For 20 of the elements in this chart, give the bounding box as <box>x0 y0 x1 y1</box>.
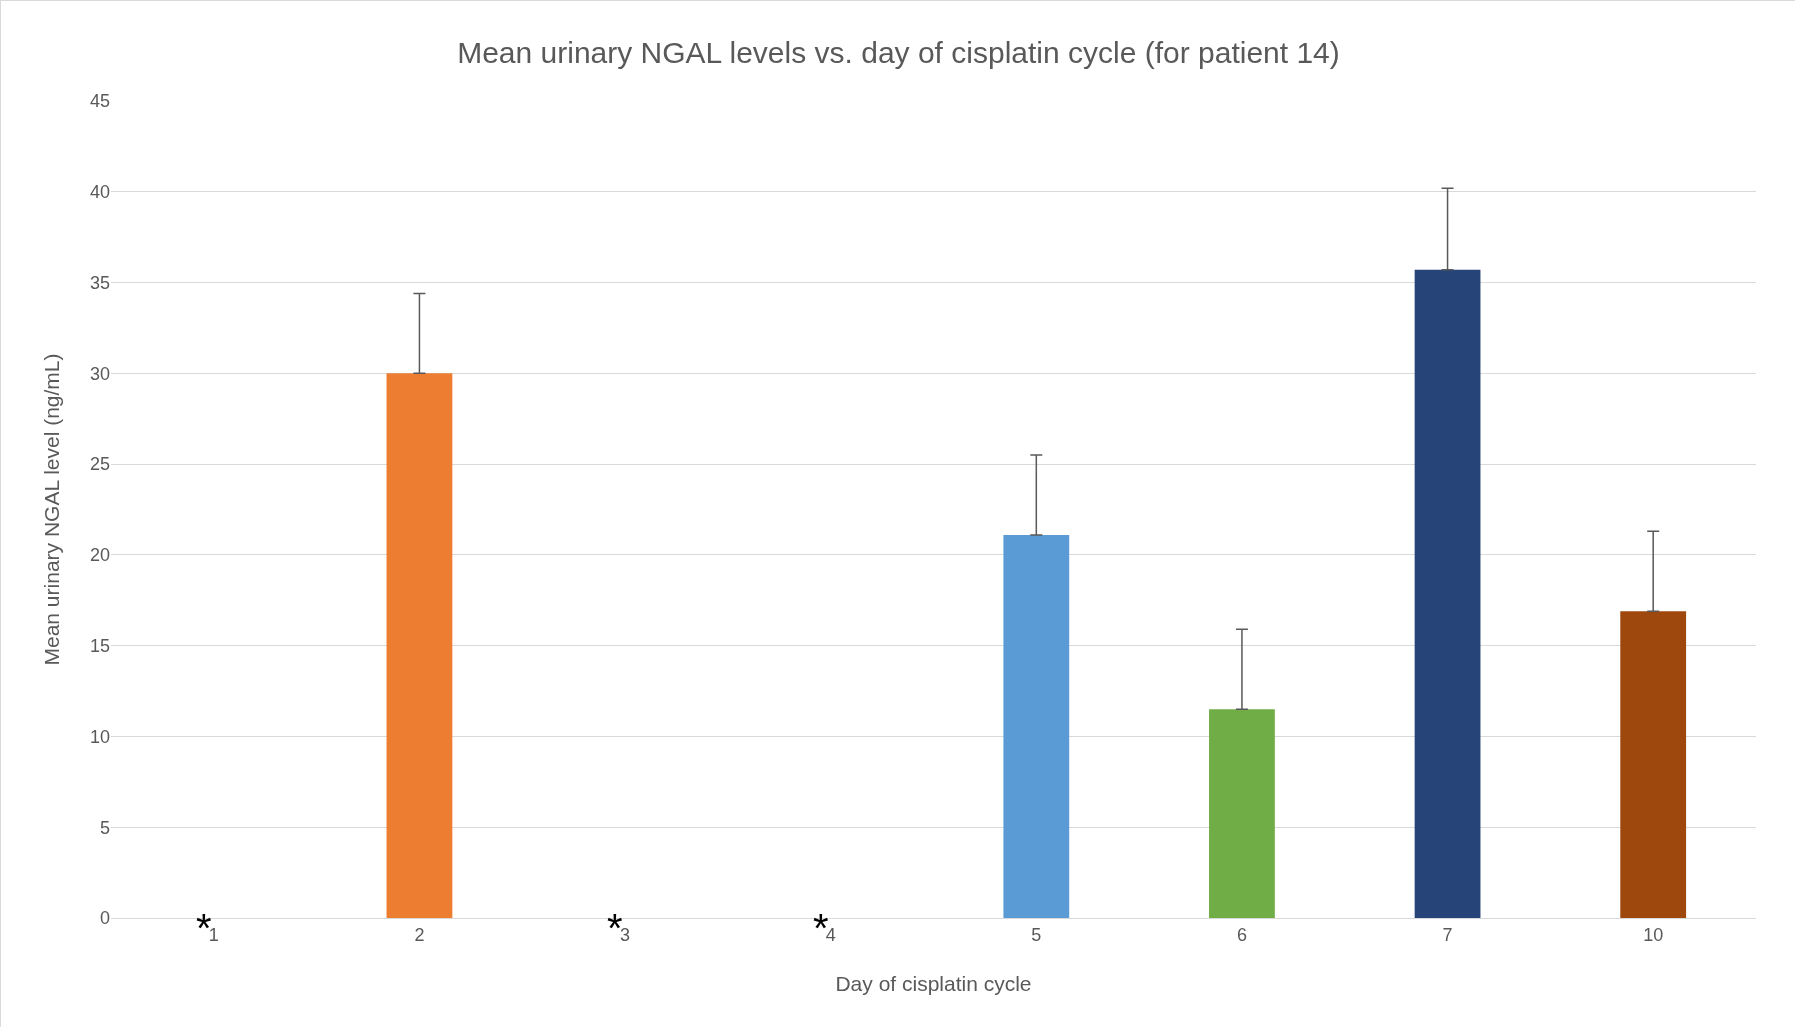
y-tick-label: 25 <box>89 454 110 475</box>
x-tick-label: 10 <box>1643 924 1664 945</box>
y-tick-label: 30 <box>89 363 110 384</box>
y-tick-label: 45 <box>89 91 110 112</box>
x-tick-label: 1 <box>208 924 219 945</box>
y-tick-label: 10 <box>89 726 110 747</box>
y-tick-label: 5 <box>99 817 110 838</box>
y-tick-label: 40 <box>89 182 110 203</box>
y-tick-label: 0 <box>99 908 110 929</box>
y-tick-label: 35 <box>89 272 110 293</box>
x-axis-title: Day of cisplatin cycle <box>835 972 1032 995</box>
x-tick-label: 2 <box>414 924 425 945</box>
x-tick-label: 3 <box>620 924 631 945</box>
y-tick-label: 15 <box>89 635 110 656</box>
y-tick-label: 20 <box>89 545 110 566</box>
chart-title: Mean urinary NGAL levels vs. day of cisplatin cycle (for patient 14) <box>457 36 1340 70</box>
x-tick-label: 5 <box>1031 924 1042 945</box>
y-axis-title: Mean urinary NGAL level (ng/mL) <box>40 353 63 666</box>
x-tick-label: 6 <box>1236 924 1247 945</box>
x-tick-label: 7 <box>1442 924 1453 945</box>
